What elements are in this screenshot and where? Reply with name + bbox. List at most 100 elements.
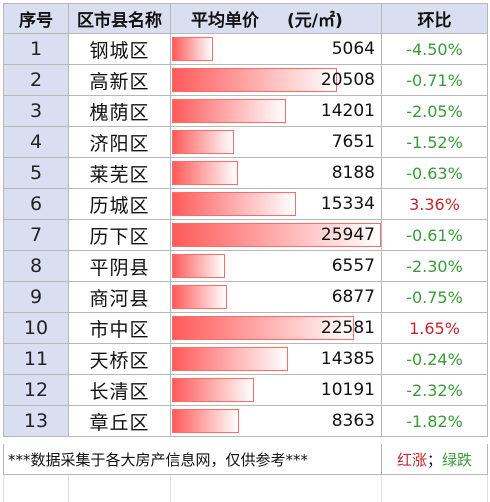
change-cell[interactable]: -0.63%	[382, 158, 488, 189]
change-value: -2.30%	[406, 256, 463, 276]
row-index: 13	[23, 410, 49, 432]
district-cell[interactable]: 章丘区	[69, 406, 171, 437]
change-cell[interactable]: -1.82%	[382, 406, 488, 437]
index-cell[interactable]: 4	[3, 127, 69, 158]
header-index[interactable]: 序号	[3, 3, 69, 34]
price-cell[interactable]: 7651	[171, 127, 382, 158]
table-row: 13 章丘区 8363 -1.82%	[3, 406, 488, 437]
change-cell[interactable]: -0.61%	[382, 220, 488, 251]
price-value: 25947	[320, 225, 375, 245]
index-cell[interactable]: 6	[3, 189, 69, 220]
table-row: 1 钢城区 5064 -4.50%	[3, 34, 488, 65]
change-cell[interactable]: -1.52%	[382, 127, 488, 158]
change-value: 1.65%	[409, 318, 460, 338]
district-cell[interactable]: 商河县	[69, 282, 171, 313]
table-row: 2 高新区 20508 -0.71%	[3, 65, 488, 96]
district-cell[interactable]: 历城区	[69, 189, 171, 220]
footer-row: ***数据采集于各大房产信息网，仅供参考*** 红涨 ； 绿跌	[3, 444, 488, 475]
empty-row[interactable]	[3, 475, 488, 502]
price-value: 20508	[320, 70, 375, 90]
district-name: 商河县	[89, 287, 150, 310]
row-index: 12	[23, 379, 49, 401]
header-row: 序号 区市县名称 平均单价 (元/㎡) 环比	[3, 3, 488, 34]
index-cell[interactable]: 12	[3, 375, 69, 406]
index-cell[interactable]: 2	[3, 65, 69, 96]
index-cell[interactable]: 9	[3, 282, 69, 313]
price-value: 15334	[320, 194, 375, 214]
empty-cell[interactable]	[171, 475, 382, 502]
price-cell[interactable]: 14385	[171, 344, 382, 375]
change-cell[interactable]: -0.71%	[382, 65, 488, 96]
index-cell[interactable]: 7	[3, 220, 69, 251]
district-cell[interactable]: 济阳区	[69, 127, 171, 158]
empty-cell[interactable]	[3, 475, 69, 502]
change-cell[interactable]: 1.65%	[382, 313, 488, 344]
change-value: -0.71%	[406, 70, 463, 90]
price-data-bar	[172, 223, 381, 247]
price-data-bar	[172, 285, 227, 309]
index-cell[interactable]: 13	[3, 406, 69, 437]
change-cell[interactable]: -4.50%	[382, 34, 488, 65]
change-cell[interactable]: 3.36%	[382, 189, 488, 220]
header-change[interactable]: 环比	[382, 3, 488, 34]
change-cell[interactable]: -0.75%	[382, 282, 488, 313]
row-index: 11	[23, 348, 49, 370]
table-row: 7 历下区 25947 -0.61%	[3, 220, 488, 251]
table-row: 9 商河县 6877 -0.75%	[3, 282, 488, 313]
footer-note[interactable]: ***数据采集于各大房产信息网，仅供参考***	[3, 444, 382, 475]
price-value: 22581	[320, 318, 375, 338]
district-cell[interactable]: 钢城区	[69, 34, 171, 65]
district-name: 长清区	[89, 380, 150, 403]
price-value: 7651	[331, 132, 375, 152]
row-index: 1	[29, 38, 43, 60]
table-row: 5 莱芜区 8188 -0.63%	[3, 158, 488, 189]
table-row: 11 天桥区 14385 -0.24%	[3, 344, 488, 375]
index-cell[interactable]: 3	[3, 96, 69, 127]
change-value: 3.36%	[409, 194, 460, 214]
legend-separator: ；	[426, 450, 442, 469]
change-cell[interactable]: -2.30%	[382, 251, 488, 282]
district-cell[interactable]: 高新区	[69, 65, 171, 96]
district-cell[interactable]: 市中区	[69, 313, 171, 344]
change-cell[interactable]: -2.05%	[382, 96, 488, 127]
footer-legend[interactable]: 红涨 ； 绿跌	[382, 444, 488, 475]
table-row: 6 历城区 15334 3.36%	[3, 189, 488, 220]
index-cell[interactable]: 11	[3, 344, 69, 375]
price-cell[interactable]: 6877	[171, 282, 382, 313]
change-value: -2.32%	[406, 380, 463, 400]
price-cell[interactable]: 6557	[171, 251, 382, 282]
index-cell[interactable]: 5	[3, 158, 69, 189]
district-cell[interactable]: 平阴县	[69, 251, 171, 282]
price-value: 6877	[331, 287, 375, 307]
change-cell[interactable]: -2.32%	[382, 375, 488, 406]
price-cell[interactable]: 10191	[171, 375, 382, 406]
price-data-bar	[172, 161, 238, 185]
district-name: 天桥区	[89, 349, 150, 372]
price-data-bar	[172, 254, 225, 278]
change-cell[interactable]: -0.24%	[382, 344, 488, 375]
district-cell[interactable]: 长清区	[69, 375, 171, 406]
price-cell[interactable]: 8188	[171, 158, 382, 189]
district-cell[interactable]: 莱芜区	[69, 158, 171, 189]
price-cell[interactable]: 5064	[171, 34, 382, 65]
price-cell[interactable]: 8363	[171, 406, 382, 437]
header-district[interactable]: 区市县名称	[69, 3, 171, 34]
index-cell[interactable]: 1	[3, 34, 69, 65]
price-cell[interactable]: 20508	[171, 65, 382, 96]
index-cell[interactable]: 10	[3, 313, 69, 344]
price-cell[interactable]: 25947	[171, 220, 382, 251]
empty-cell[interactable]	[69, 475, 171, 502]
price-cell[interactable]: 22581	[171, 313, 382, 344]
index-cell[interactable]: 8	[3, 251, 69, 282]
district-cell[interactable]: 历下区	[69, 220, 171, 251]
price-cell[interactable]: 14201	[171, 96, 382, 127]
price-data-bar	[172, 316, 354, 340]
district-cell[interactable]: 槐荫区	[69, 96, 171, 127]
price-cell[interactable]: 15334	[171, 189, 382, 220]
header-price[interactable]: 平均单价 (元/㎡)	[171, 3, 382, 34]
price-value: 14201	[320, 101, 375, 121]
district-cell[interactable]: 天桥区	[69, 344, 171, 375]
empty-cell[interactable]	[382, 475, 488, 502]
price-value: 8188	[331, 163, 375, 183]
header-price-unit: (元/㎡)	[287, 11, 343, 31]
